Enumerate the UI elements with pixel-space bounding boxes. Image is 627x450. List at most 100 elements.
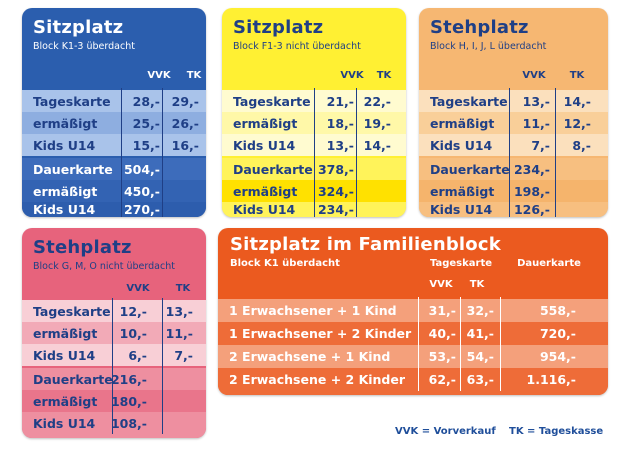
row-label: Kids U14 bbox=[233, 202, 296, 217]
row-label: 1 Erwachsener + 2 Kinder bbox=[229, 326, 412, 341]
row-label: Tageskarte bbox=[233, 94, 311, 109]
price-vvk: 10,- bbox=[119, 326, 147, 341]
row-label: Kids U14 bbox=[33, 416, 96, 431]
row-label: 2 Erwachsene + 1 Kind bbox=[229, 349, 391, 364]
table-row: Kids U14 15,- 16,- bbox=[22, 134, 206, 156]
row-label: ermäßigt bbox=[430, 184, 495, 199]
price-tk: 26,- bbox=[171, 116, 199, 131]
price-vvk: 7,- bbox=[531, 138, 550, 153]
row-label: Dauerkarte bbox=[233, 162, 313, 177]
table-row: ermäßigt 25,- 26,- bbox=[22, 112, 206, 134]
price-vvk: 21,- bbox=[326, 94, 354, 109]
row-label: Dauerkarte bbox=[430, 162, 510, 177]
price-vvk: 12,- bbox=[119, 304, 147, 319]
price-card-sitzplatz-f1-3: Sitzplatz Block F1-3 nicht überdacht VVK… bbox=[222, 8, 406, 217]
row-label: Kids U14 bbox=[33, 348, 96, 363]
price-tk: 11,- bbox=[165, 326, 193, 341]
table-row: Kids U14 7,- 8,- bbox=[419, 134, 608, 156]
col-header-tk: TK bbox=[569, 70, 585, 81]
col-header-vvk: VVK bbox=[147, 70, 171, 81]
legend-vvk: VVK = Vorverkauf bbox=[395, 426, 496, 437]
col-header-vvk: VVK bbox=[126, 283, 150, 294]
price-vvk: 234,- bbox=[513, 162, 550, 177]
table-row: Kids U14 126,- bbox=[419, 202, 608, 217]
card-title: Stehplatz bbox=[430, 17, 529, 38]
col-header-vvk: VVK bbox=[522, 70, 546, 81]
table-row: Tageskarte 28,- 29,- bbox=[22, 90, 206, 112]
price-vvk: 450,- bbox=[123, 184, 160, 199]
row-label: 2 Erwachsene + 2 Kinder bbox=[229, 372, 406, 387]
price-vvk: 62,- bbox=[428, 372, 456, 387]
col-header-tageskarte: Tageskarte bbox=[429, 258, 493, 269]
price-tk: 13,- bbox=[165, 304, 193, 319]
price-vvk: 6,- bbox=[128, 348, 147, 363]
card-subtitle: Block G, M, O nicht überdacht bbox=[33, 261, 175, 272]
column-divider bbox=[112, 298, 113, 434]
card-subtitle: Block K1-3 überdacht bbox=[33, 41, 135, 52]
row-label: Dauerkarte bbox=[33, 162, 113, 177]
price-vvk: 234,- bbox=[317, 202, 354, 217]
row-label: ermäßigt bbox=[430, 116, 495, 131]
column-divider bbox=[460, 297, 461, 391]
price-tk: 32,- bbox=[466, 303, 494, 318]
col-header-tk: TK bbox=[175, 283, 191, 294]
col-header-tk: TK bbox=[376, 70, 392, 81]
price-card-sitzplatz-k1-3: Sitzplatz Block K1-3 überdacht VVK TK Ta… bbox=[22, 8, 206, 217]
row-label: Kids U14 bbox=[430, 138, 493, 153]
price-tk: 63,- bbox=[466, 372, 494, 387]
legend-tk: TK = Tageskasse bbox=[509, 426, 604, 437]
table-row: 1 Erwachsener + 1 Kind 31,- 32,- 558,- bbox=[218, 299, 608, 322]
table-row: 1 Erwachsener + 2 Kinder 40,- 41,- 720,- bbox=[218, 322, 608, 345]
row-label: Kids U14 bbox=[33, 138, 96, 153]
column-divider bbox=[418, 297, 419, 391]
row-label: ermäßigt bbox=[33, 184, 98, 199]
col-header-dauerkarte: Dauerkarte bbox=[517, 258, 581, 269]
price-vvk: 15,- bbox=[132, 138, 160, 153]
price-vvk: 53,- bbox=[428, 349, 456, 364]
price-tk: 16,- bbox=[171, 138, 199, 153]
price-tk: 19,- bbox=[363, 116, 391, 131]
table-row: Kids U14 108,- bbox=[22, 412, 206, 438]
row-label: ermäßigt bbox=[33, 116, 98, 131]
table-row: 2 Erwachsene + 2 Kinder 62,- 63,- 1.116,… bbox=[218, 368, 608, 395]
row-label: ermäßigt bbox=[33, 326, 98, 341]
row-label: 1 Erwachsener + 1 Kind bbox=[229, 303, 397, 318]
price-tk: 12,- bbox=[563, 116, 591, 131]
price-tk: 41,- bbox=[466, 326, 494, 341]
col-header-tk: TK bbox=[469, 279, 485, 290]
price-tk: 14,- bbox=[363, 138, 391, 153]
row-label: Tageskarte bbox=[33, 304, 111, 319]
table-row: Dauerkarte 504,- bbox=[22, 158, 206, 180]
column-divider bbox=[162, 298, 163, 434]
card-subtitle: Block H, I, J, L überdacht bbox=[430, 41, 547, 52]
table-row: Tageskarte 13,- 14,- bbox=[419, 90, 608, 112]
column-divider bbox=[500, 297, 501, 391]
price-vvk: 324,- bbox=[317, 184, 354, 199]
table-row: Dauerkarte 216,- bbox=[22, 368, 206, 390]
column-divider bbox=[555, 88, 556, 217]
price-vvk: 18,- bbox=[326, 116, 354, 131]
price-tk: 14,- bbox=[563, 94, 591, 109]
price-card-stehplatz-gmo: Stehplatz Block G, M, O nicht überdacht … bbox=[22, 228, 206, 438]
price-vvk: 108,- bbox=[110, 416, 147, 431]
column-divider bbox=[356, 88, 357, 217]
price-tk: 29,- bbox=[171, 94, 199, 109]
card-title: Sitzplatz bbox=[33, 17, 124, 38]
table-row: ermäßigt 180,- bbox=[22, 390, 206, 412]
card-subtitle: Block K1 überdacht bbox=[230, 258, 340, 269]
price-vvk: 11,- bbox=[522, 116, 550, 131]
price-vvk: 216,- bbox=[110, 372, 147, 387]
row-label: Kids U14 bbox=[430, 202, 493, 217]
price-vvk: 25,- bbox=[132, 116, 160, 131]
table-row: ermäßigt 10,- 11,- bbox=[22, 322, 206, 344]
price-vvk: 40,- bbox=[428, 326, 456, 341]
row-label: ermäßigt bbox=[233, 184, 298, 199]
card-title: Sitzplatz im Familienblock bbox=[230, 234, 501, 255]
column-divider bbox=[314, 88, 315, 217]
price-dauerkarte: 720,- bbox=[539, 326, 576, 341]
price-tk: 54,- bbox=[466, 349, 494, 364]
price-tk: 22,- bbox=[363, 94, 391, 109]
price-vvk: 378,- bbox=[317, 162, 354, 177]
table-row: ermäßigt 450,- bbox=[22, 180, 206, 202]
row-label: Tageskarte bbox=[430, 94, 508, 109]
